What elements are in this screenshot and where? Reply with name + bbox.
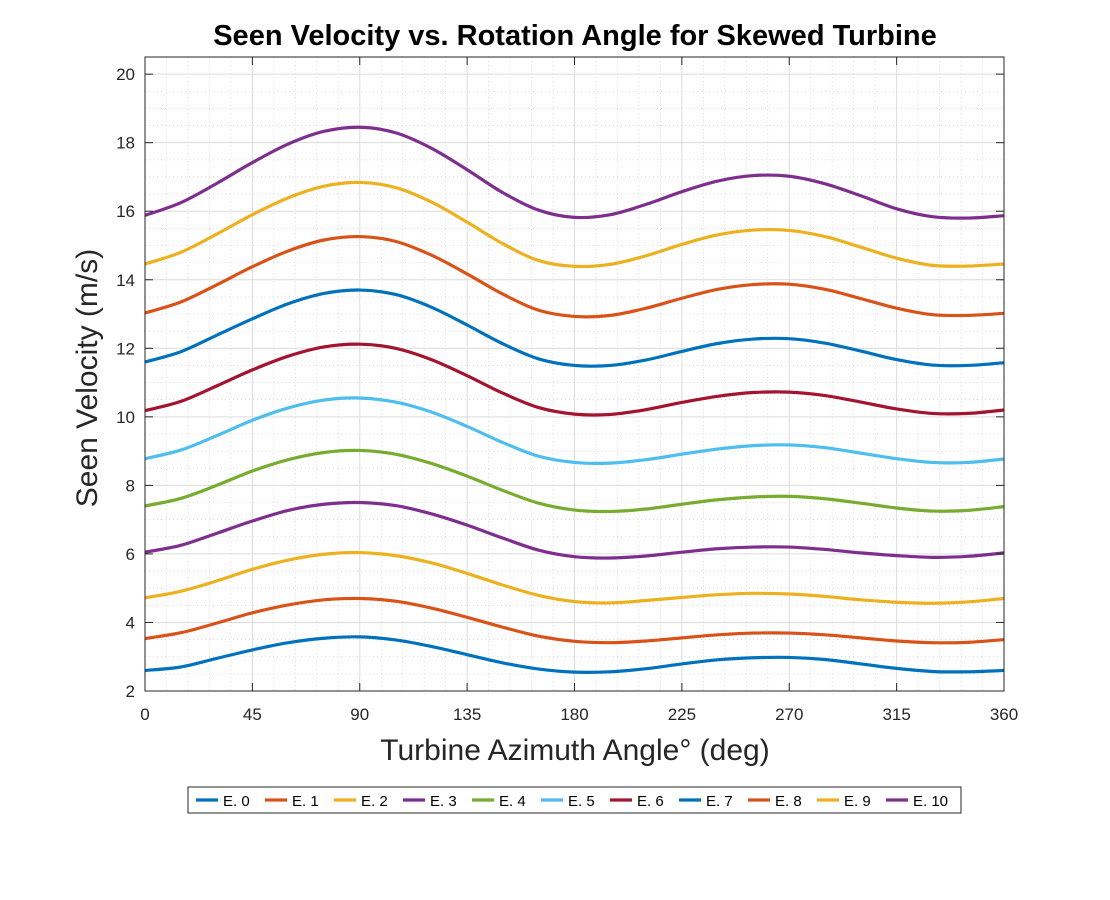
series-line xyxy=(144,596,1005,645)
series-line xyxy=(144,180,1005,269)
series-line xyxy=(144,550,1005,605)
y-axis-label: Seen Velocity (m/s) xyxy=(71,249,104,507)
legend-entry-label: E. 0 xyxy=(223,793,250,810)
legend-entry-label: E. 8 xyxy=(775,793,802,810)
legend-entry-label: E. 6 xyxy=(637,793,664,810)
legend-entry-label: E. 5 xyxy=(568,793,595,810)
y-tick-label: 14 xyxy=(116,271,135,290)
y-tick-label: 2 xyxy=(126,682,135,701)
series-line xyxy=(144,500,1005,560)
y-tick-label: 12 xyxy=(116,339,135,358)
x-tick-label: 45 xyxy=(243,705,262,724)
x-tick-label: 0 xyxy=(140,705,149,724)
plot-area: 0 45 90 135 180 225 270 315 360 2 4 6 8 10 12 14 16 18 20 xyxy=(116,56,1018,724)
legend-entry-label: E. 10 xyxy=(913,793,948,810)
y-tick-label: 16 xyxy=(116,202,135,221)
legend-entry-label: E. 7 xyxy=(706,793,733,810)
x-tick-label: 270 xyxy=(775,705,803,724)
legend-entry-label: E. 4 xyxy=(499,793,526,810)
y-tick-label: 20 xyxy=(116,65,135,84)
x-axis-label: Turbine Azimuth Angle° (deg) xyxy=(380,734,769,767)
series-line xyxy=(144,396,1005,465)
series-line xyxy=(144,234,1005,319)
x-tick-label: 225 xyxy=(668,705,696,724)
y-tick-label: 8 xyxy=(126,476,135,495)
y-tick-label: 6 xyxy=(126,545,135,564)
legend-entry-label: E. 3 xyxy=(430,793,457,810)
y-tick-label: 10 xyxy=(116,408,135,427)
legend: E. 0 E. 1 E. 2 E. 3 E. 4 E. 5 E. 6 E. 7 E. 8 E. 9… xyxy=(187,786,962,814)
series-line xyxy=(144,125,1005,220)
series-line xyxy=(144,448,1005,514)
x-tick-label: 315 xyxy=(882,705,910,724)
series-line xyxy=(144,342,1005,417)
x-tick-label: 180 xyxy=(560,705,588,724)
series-line xyxy=(144,288,1005,368)
y-tick-label: 18 xyxy=(116,134,135,153)
x-tick-label: 90 xyxy=(350,705,369,724)
legend-entry-label: E. 2 xyxy=(361,793,388,810)
series-line xyxy=(144,635,1005,674)
x-tick-label: 360 xyxy=(990,705,1018,724)
y-tick-label: 4 xyxy=(126,613,135,632)
x-tick-label: 135 xyxy=(453,705,481,724)
legend-entry-label: E. 1 xyxy=(292,793,319,810)
legend-entry-label: E. 9 xyxy=(844,793,871,810)
chart-title: Seen Velocity vs. Rotation Angle for Ske… xyxy=(213,20,937,52)
